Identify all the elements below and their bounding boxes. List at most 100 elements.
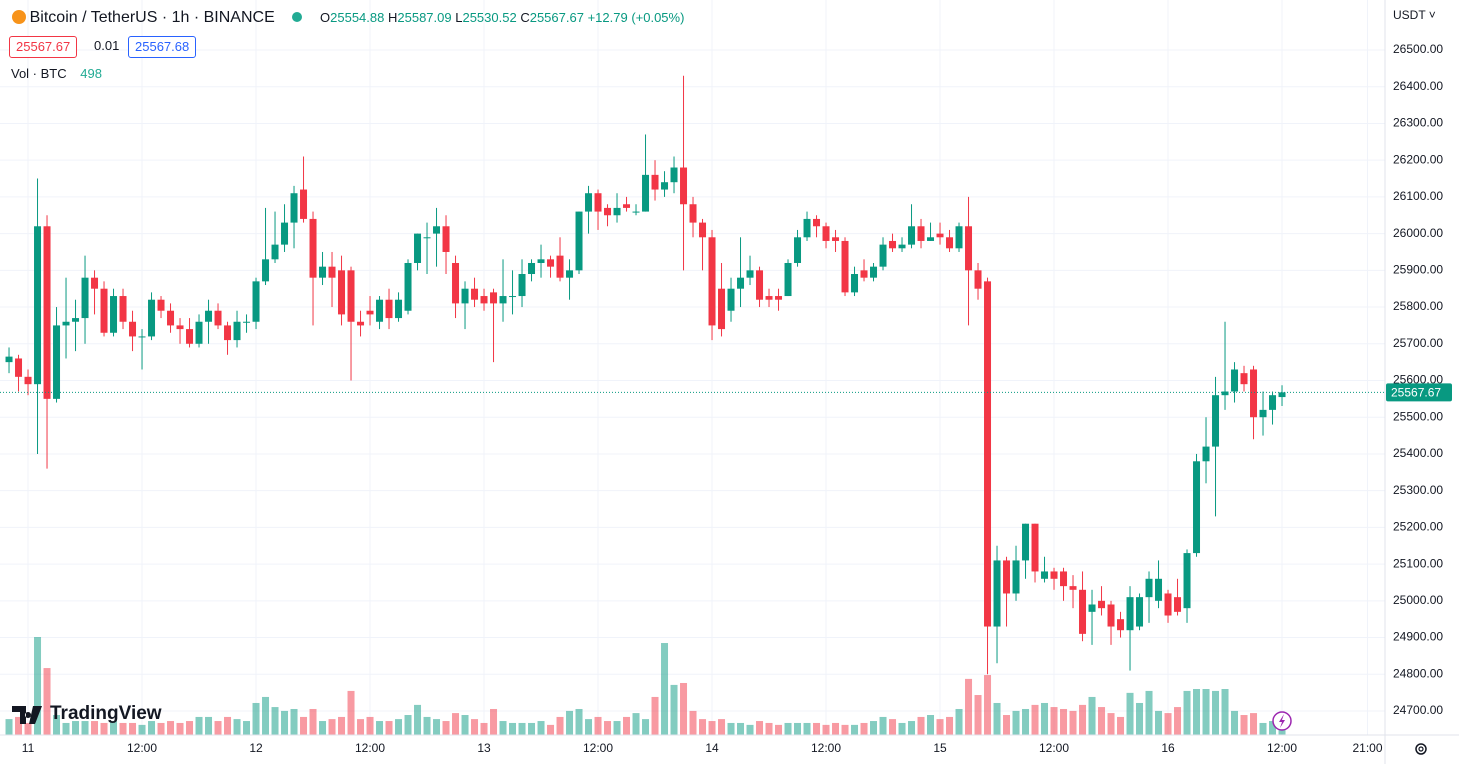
x-tick-label: 12:00 bbox=[355, 741, 385, 755]
candle-body bbox=[176, 325, 184, 330]
volume-bar bbox=[24, 722, 32, 735]
volume-bar bbox=[328, 719, 336, 735]
candle-body bbox=[537, 259, 545, 263]
candle-body bbox=[1183, 553, 1191, 609]
y-tick-label: 25100.00 bbox=[1393, 556, 1443, 570]
candle-body bbox=[594, 193, 602, 212]
volume-bar bbox=[974, 695, 982, 735]
candle-body bbox=[1164, 593, 1172, 616]
volume-bar bbox=[594, 716, 602, 735]
settings-button[interactable] bbox=[1415, 743, 1427, 755]
volume-bar bbox=[1155, 710, 1163, 735]
candle-body bbox=[243, 321, 251, 323]
candle-body bbox=[813, 218, 821, 227]
volume-bar bbox=[642, 719, 650, 735]
candle-body bbox=[5, 356, 13, 363]
candle-body bbox=[642, 174, 650, 212]
candle-body bbox=[309, 218, 317, 278]
candle-body bbox=[670, 167, 678, 183]
watermark: TradingView bbox=[12, 703, 162, 724]
volume-bar bbox=[746, 724, 754, 735]
volume-bar bbox=[53, 715, 61, 735]
candle-body bbox=[461, 288, 469, 304]
candle-body bbox=[822, 226, 830, 241]
volume-bar bbox=[1079, 704, 1087, 735]
volume-bar bbox=[43, 668, 51, 735]
candle-body bbox=[414, 233, 422, 263]
volume-pane bbox=[5, 637, 1286, 735]
currency-selector[interactable]: USDT ˅ bbox=[1393, 8, 1436, 22]
volume-bar bbox=[661, 643, 669, 735]
candle-body bbox=[613, 207, 621, 216]
candle-body bbox=[556, 255, 564, 278]
candle-body bbox=[1041, 571, 1049, 579]
candle-body bbox=[1278, 392, 1286, 398]
candle-body bbox=[1060, 571, 1068, 587]
volume-bar bbox=[1069, 710, 1077, 735]
volume-bar bbox=[1012, 710, 1020, 735]
y-tick-label: 24700.00 bbox=[1393, 703, 1443, 717]
candle-body bbox=[129, 321, 137, 337]
candles bbox=[0, 75, 1385, 675]
volume-bar bbox=[670, 684, 678, 735]
candle-body bbox=[423, 237, 431, 239]
candle-body bbox=[186, 329, 194, 344]
candle-body bbox=[328, 266, 336, 278]
volume-bar bbox=[889, 719, 897, 735]
y-tick-label: 26200.00 bbox=[1393, 152, 1443, 166]
symbol-title[interactable]: Bitcoin / TetherUS · 1h · BINANCE bbox=[29, 9, 275, 26]
lightning-button[interactable] bbox=[1272, 711, 1292, 731]
candle-body bbox=[1050, 571, 1058, 579]
spread: 0.01 bbox=[94, 38, 120, 53]
y-tick-label: 26100.00 bbox=[1393, 189, 1443, 203]
volume-bar bbox=[955, 708, 963, 735]
candle-body bbox=[879, 244, 887, 267]
y-tick-label: 26500.00 bbox=[1393, 42, 1443, 56]
volume-bar bbox=[385, 721, 393, 735]
volume-bar bbox=[1041, 702, 1049, 735]
candle-body bbox=[205, 310, 213, 322]
candle-body bbox=[784, 262, 792, 297]
candle-body bbox=[1022, 523, 1030, 561]
x-tick-label: 12 bbox=[249, 741, 263, 755]
candle-body bbox=[252, 281, 260, 322]
candle-body bbox=[1031, 523, 1039, 572]
volume-bar bbox=[927, 715, 935, 735]
volume-bar bbox=[613, 721, 621, 735]
candle-body bbox=[167, 310, 175, 326]
buy-price[interactable]: 25567.68 bbox=[128, 36, 197, 58]
x-tick-label: 16 bbox=[1161, 741, 1175, 755]
volume-bar bbox=[167, 721, 175, 735]
candle-body bbox=[300, 189, 308, 219]
volume-bar bbox=[62, 722, 70, 735]
volume-bar bbox=[186, 721, 194, 735]
candle-body bbox=[1145, 578, 1153, 598]
candle-body bbox=[1003, 560, 1011, 594]
volume-bar bbox=[1259, 722, 1267, 735]
volume-bar bbox=[965, 678, 973, 735]
sell-price[interactable]: 25567.67 bbox=[9, 36, 78, 58]
volume-bar bbox=[404, 715, 412, 735]
volume-bar bbox=[917, 716, 925, 735]
volume-bar bbox=[357, 719, 365, 735]
volume-bar bbox=[271, 707, 279, 735]
volume-bar bbox=[15, 716, 23, 735]
candle-body bbox=[708, 237, 716, 326]
volume-bar bbox=[119, 722, 127, 735]
candle-body bbox=[841, 240, 849, 293]
candle-body bbox=[1240, 373, 1248, 385]
candle-body bbox=[851, 274, 859, 293]
low-value: 25530.52 bbox=[462, 10, 517, 25]
volume-bar bbox=[233, 719, 241, 735]
candle-body bbox=[1212, 395, 1220, 447]
candle-body bbox=[195, 321, 203, 344]
candle-body bbox=[746, 270, 754, 278]
candle-body bbox=[547, 259, 555, 267]
volume-bar bbox=[499, 721, 507, 735]
volume-bar bbox=[556, 716, 564, 735]
volume-bar bbox=[1136, 702, 1144, 735]
candle-body bbox=[1012, 560, 1020, 594]
y-tick-label: 25200.00 bbox=[1393, 520, 1443, 534]
y-tick-label: 25600.00 bbox=[1393, 373, 1443, 387]
